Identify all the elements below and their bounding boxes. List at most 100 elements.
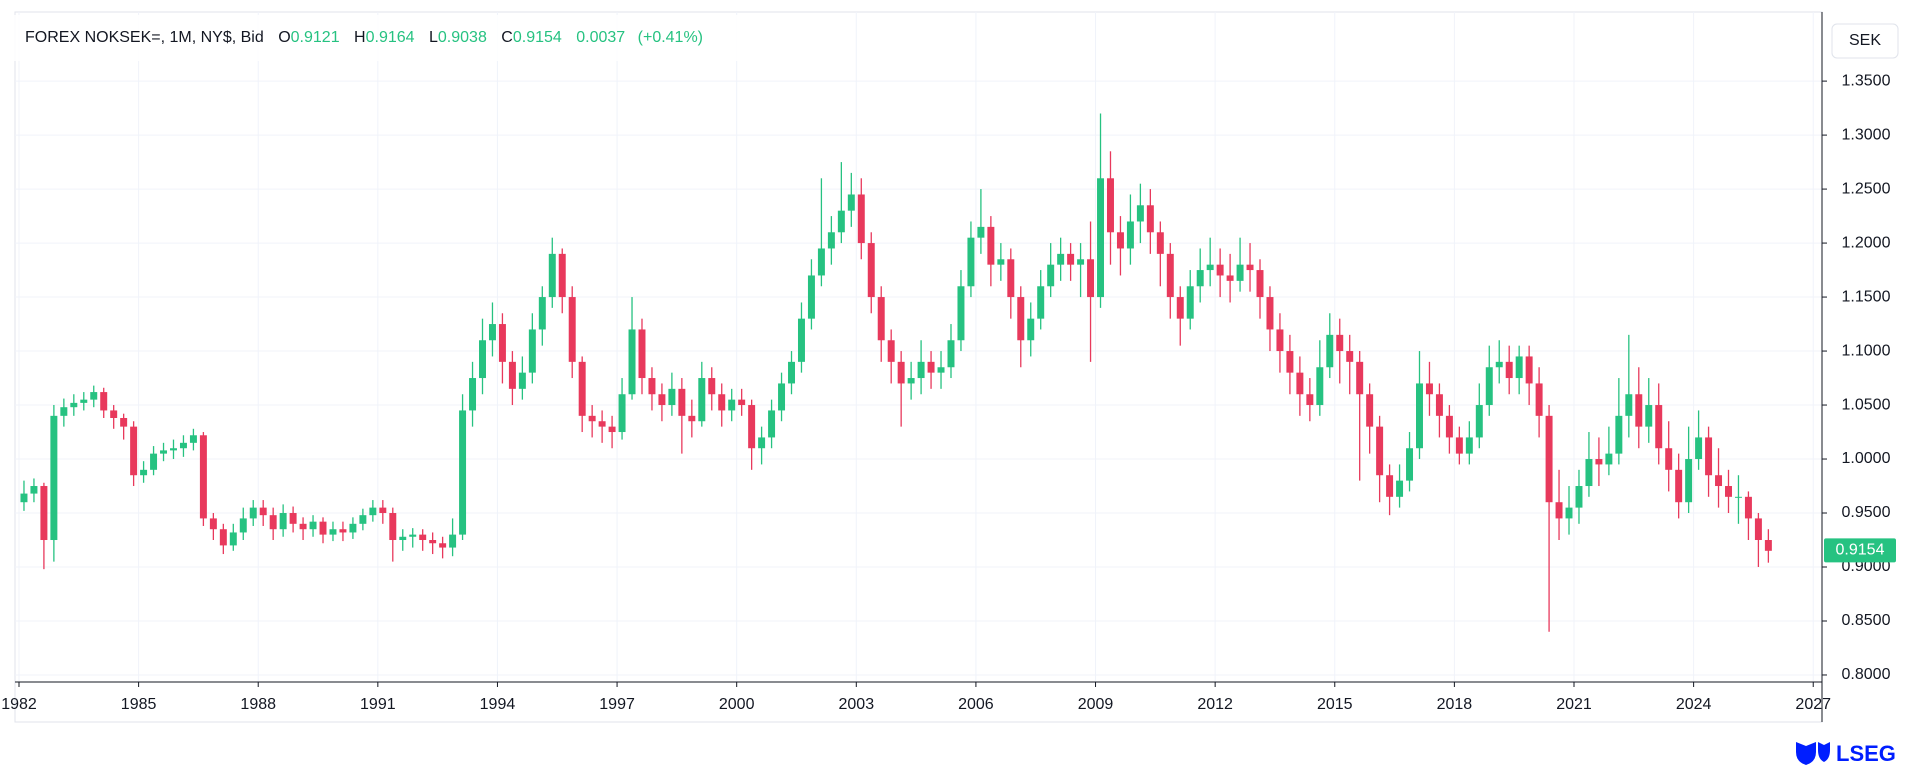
change: 0.0037	[576, 29, 625, 46]
candle-body	[1386, 475, 1394, 497]
candle-body	[997, 259, 1005, 265]
candle-body	[1705, 437, 1713, 476]
candle-body	[1077, 259, 1085, 265]
candle-body	[1535, 383, 1543, 416]
candle-body	[150, 453, 158, 470]
candle-body	[1695, 437, 1703, 460]
candle-body	[718, 394, 726, 411]
candle-body	[1236, 264, 1244, 281]
candle-body	[419, 534, 427, 541]
legend-bg	[0, 15, 780, 61]
candle-body	[1256, 270, 1264, 298]
candle-body	[648, 378, 656, 395]
candle-body	[1206, 264, 1214, 271]
candle-body	[857, 194, 865, 244]
candle-body	[1047, 264, 1055, 287]
currency-button[interactable]	[1831, 23, 1899, 59]
candle-body	[459, 410, 467, 535]
candle-body	[1057, 253, 1065, 265]
candle-body	[867, 243, 875, 298]
candle-body	[1515, 356, 1523, 379]
candle-body	[1017, 297, 1025, 341]
candle-body	[1067, 253, 1075, 265]
logo-icon	[1796, 742, 1816, 765]
ohlc-value: 0.9038	[438, 29, 487, 46]
brand-name: LSEG	[1836, 741, 1896, 766]
candle-body	[498, 324, 506, 362]
candle-body	[1675, 469, 1683, 503]
candle-body	[60, 407, 68, 416]
candle-body	[1176, 297, 1184, 319]
candle-body	[30, 486, 38, 494]
candle-body	[528, 329, 536, 373]
candle-body	[1356, 361, 1364, 395]
candle-body	[1685, 459, 1693, 503]
candle-body	[90, 392, 98, 400]
candle-body	[319, 521, 327, 535]
candle-body	[1126, 221, 1134, 249]
candle-body	[1116, 232, 1124, 249]
candle-body	[578, 361, 586, 416]
candle-body	[488, 324, 496, 341]
header-title: FOREX NOKSEK=, 1M, NY$, Bid	[25, 29, 264, 46]
x-tick-label: 1982	[1, 696, 37, 713]
x-tick-label: 2015	[1317, 696, 1353, 713]
candle-body	[1266, 297, 1274, 330]
candle-body	[1196, 270, 1204, 287]
candle-body	[170, 448, 177, 451]
candle-body	[80, 399, 88, 403]
candle-body	[1475, 405, 1483, 438]
candle-body	[937, 367, 945, 373]
candle-body	[409, 534, 417, 537]
candle-body	[797, 318, 805, 362]
candle-body	[1276, 329, 1284, 352]
candle-body	[1316, 367, 1324, 406]
candle-body	[518, 372, 526, 389]
x-tick-label: 1985	[121, 696, 157, 713]
candle-body	[1136, 205, 1144, 222]
candle-body	[1665, 448, 1673, 470]
candle-body	[439, 543, 447, 548]
candle-body	[638, 329, 646, 379]
candle-body	[1585, 459, 1593, 487]
candle-body	[1416, 383, 1423, 449]
candle-body	[788, 361, 795, 384]
candle-body	[1186, 286, 1194, 319]
candle-body	[817, 248, 825, 276]
candle-body	[618, 394, 626, 433]
candle-body	[927, 361, 935, 373]
currency-label[interactable]: SEK	[1849, 32, 1881, 49]
candle-body	[907, 378, 915, 384]
candle-body	[429, 540, 437, 544]
candle-body	[1087, 259, 1095, 298]
candle-body	[1346, 351, 1354, 362]
candle-body	[50, 415, 58, 541]
candle-body	[1505, 361, 1513, 379]
candle-body	[1715, 475, 1723, 487]
x-tick-label: 1988	[240, 696, 276, 713]
candle-body	[1635, 394, 1643, 427]
candle-body	[279, 513, 287, 530]
candle-body	[837, 210, 845, 233]
candle-body	[469, 378, 477, 411]
y-tick-label: 1.2000	[1842, 234, 1891, 251]
candle-body	[1655, 405, 1663, 449]
candle-body	[1445, 415, 1453, 438]
candle-body	[608, 426, 616, 433]
candle-body	[1605, 453, 1613, 465]
candle-body	[1007, 259, 1015, 298]
candle-body	[1725, 486, 1732, 497]
candle-body	[1336, 334, 1344, 352]
x-tick-label: 2009	[1078, 696, 1114, 713]
candle-body	[1326, 334, 1334, 368]
candle-body	[299, 523, 307, 530]
candle-body	[1754, 518, 1762, 541]
candle-body	[239, 518, 247, 533]
candle-body	[1565, 507, 1573, 519]
candle-body	[598, 421, 606, 427]
candle-body	[917, 361, 925, 379]
candle-body	[827, 232, 835, 249]
candle-body	[738, 399, 746, 406]
candle-body	[947, 340, 955, 368]
